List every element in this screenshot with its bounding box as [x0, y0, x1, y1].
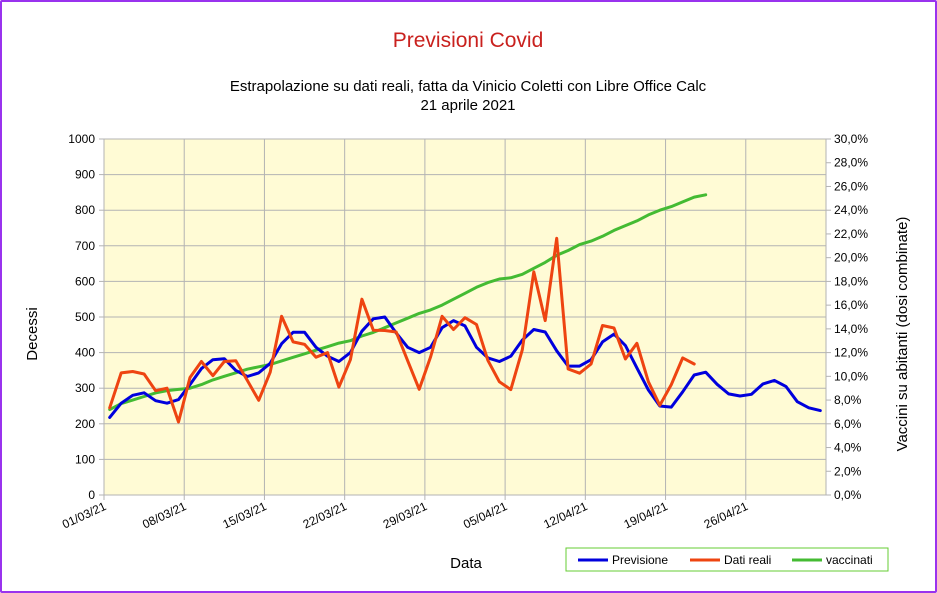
x-tick-label: 08/03/21 — [140, 499, 189, 532]
chart-subtitle-line-1: Estrapolazione su dati reali, fatta da V… — [230, 78, 707, 95]
x-tick-label: 01/03/21 — [60, 499, 109, 532]
y-axis-title: Decessi — [24, 307, 41, 360]
y2-tick-label: 0,0% — [834, 488, 862, 502]
y2-tick-label: 14,0% — [834, 322, 868, 336]
legend: Previsione Dati reali vaccinati — [565, 547, 889, 572]
y2-tick-label: 28,0% — [834, 156, 868, 170]
legend-label-previsione: Previsione — [612, 553, 668, 567]
legend-label-dati-reali: Dati reali — [724, 553, 771, 567]
y-tick-label: 200 — [75, 417, 95, 431]
x-axis-title: Data — [450, 555, 482, 572]
y-tick-label: 300 — [75, 381, 95, 395]
x-tick-label: 29/03/21 — [381, 499, 430, 532]
y-tick-label: 800 — [75, 203, 95, 217]
grid-lines — [99, 138, 831, 500]
y-tick-label: 0 — [88, 488, 95, 502]
y2-tick-label: 12,0% — [834, 346, 868, 360]
x-axis-tick-labels: 01/03/21 08/03/21 15/03/21 22/03/21 29/03/21… — [60, 499, 750, 532]
y2-axis-tick-labels: 0,0% 2,0% 4,0% 6,0% 8,0% 10,0% 12,0% 14,0% 16,0%… — [834, 132, 868, 502]
y2-axis-title: Vaccini su abitanti (dosi combinate) — [894, 217, 911, 452]
y-tick-label: 600 — [75, 274, 95, 288]
y-tick-label: 700 — [75, 239, 95, 253]
y-tick-label: 1000 — [68, 132, 95, 146]
y2-tick-label: 10,0% — [834, 369, 868, 383]
x-tick-label: 05/04/21 — [461, 499, 510, 532]
y2-tick-label: 30,0% — [834, 132, 868, 146]
y2-tick-label: 4,0% — [834, 441, 862, 455]
series-line-dati-reali — [108, 236, 696, 424]
x-tick-label: 12/04/21 — [541, 499, 590, 532]
x-tick-label: 19/04/21 — [622, 499, 671, 532]
y-axis-tick-labels: 0 100 200 300 400 500 600 700 800 900 1000 — [68, 132, 95, 502]
y2-tick-label: 2,0% — [834, 464, 862, 478]
x-tick-label: 15/03/21 — [220, 499, 269, 532]
axes — [103, 139, 827, 496]
legend-box — [565, 547, 889, 572]
y2-tick-label: 6,0% — [834, 417, 862, 431]
x-tick-label: 26/04/21 — [702, 499, 751, 532]
y2-tick-label: 16,0% — [834, 298, 868, 312]
chart-title: Previsioni Covid — [393, 29, 544, 52]
y-tick-label: 900 — [75, 168, 95, 182]
x-tick-label: 22/03/21 — [301, 499, 350, 532]
legend-label-vaccinati: vaccinati — [826, 553, 873, 567]
y-tick-label: 500 — [75, 310, 95, 324]
y2-tick-label: 26,0% — [834, 179, 868, 193]
y-tick-label: 100 — [75, 452, 95, 466]
series-lines — [108, 193, 822, 424]
y2-tick-label: 8,0% — [834, 393, 862, 407]
series-line-vaccinati — [108, 193, 708, 412]
y2-tick-label: 22,0% — [834, 227, 868, 241]
y2-tick-label: 20,0% — [834, 251, 868, 265]
y2-tick-label: 24,0% — [834, 203, 868, 217]
chart-subtitle-line-2: 21 aprile 2021 — [420, 97, 515, 114]
y-tick-label: 400 — [75, 346, 95, 360]
y2-tick-label: 18,0% — [834, 274, 868, 288]
